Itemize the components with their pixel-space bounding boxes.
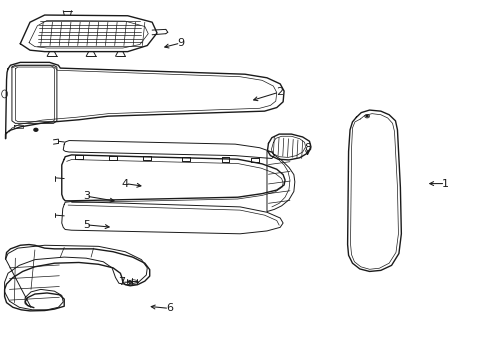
- Text: 7: 7: [118, 277, 125, 287]
- Text: 9: 9: [177, 38, 184, 48]
- Text: 2: 2: [276, 87, 283, 97]
- Circle shape: [366, 116, 368, 117]
- Circle shape: [34, 129, 38, 131]
- Text: 1: 1: [442, 179, 449, 189]
- Text: 3: 3: [83, 191, 90, 201]
- Text: 8: 8: [304, 143, 311, 153]
- Text: 5: 5: [83, 220, 90, 230]
- Text: 4: 4: [122, 179, 129, 189]
- Text: 6: 6: [166, 303, 173, 314]
